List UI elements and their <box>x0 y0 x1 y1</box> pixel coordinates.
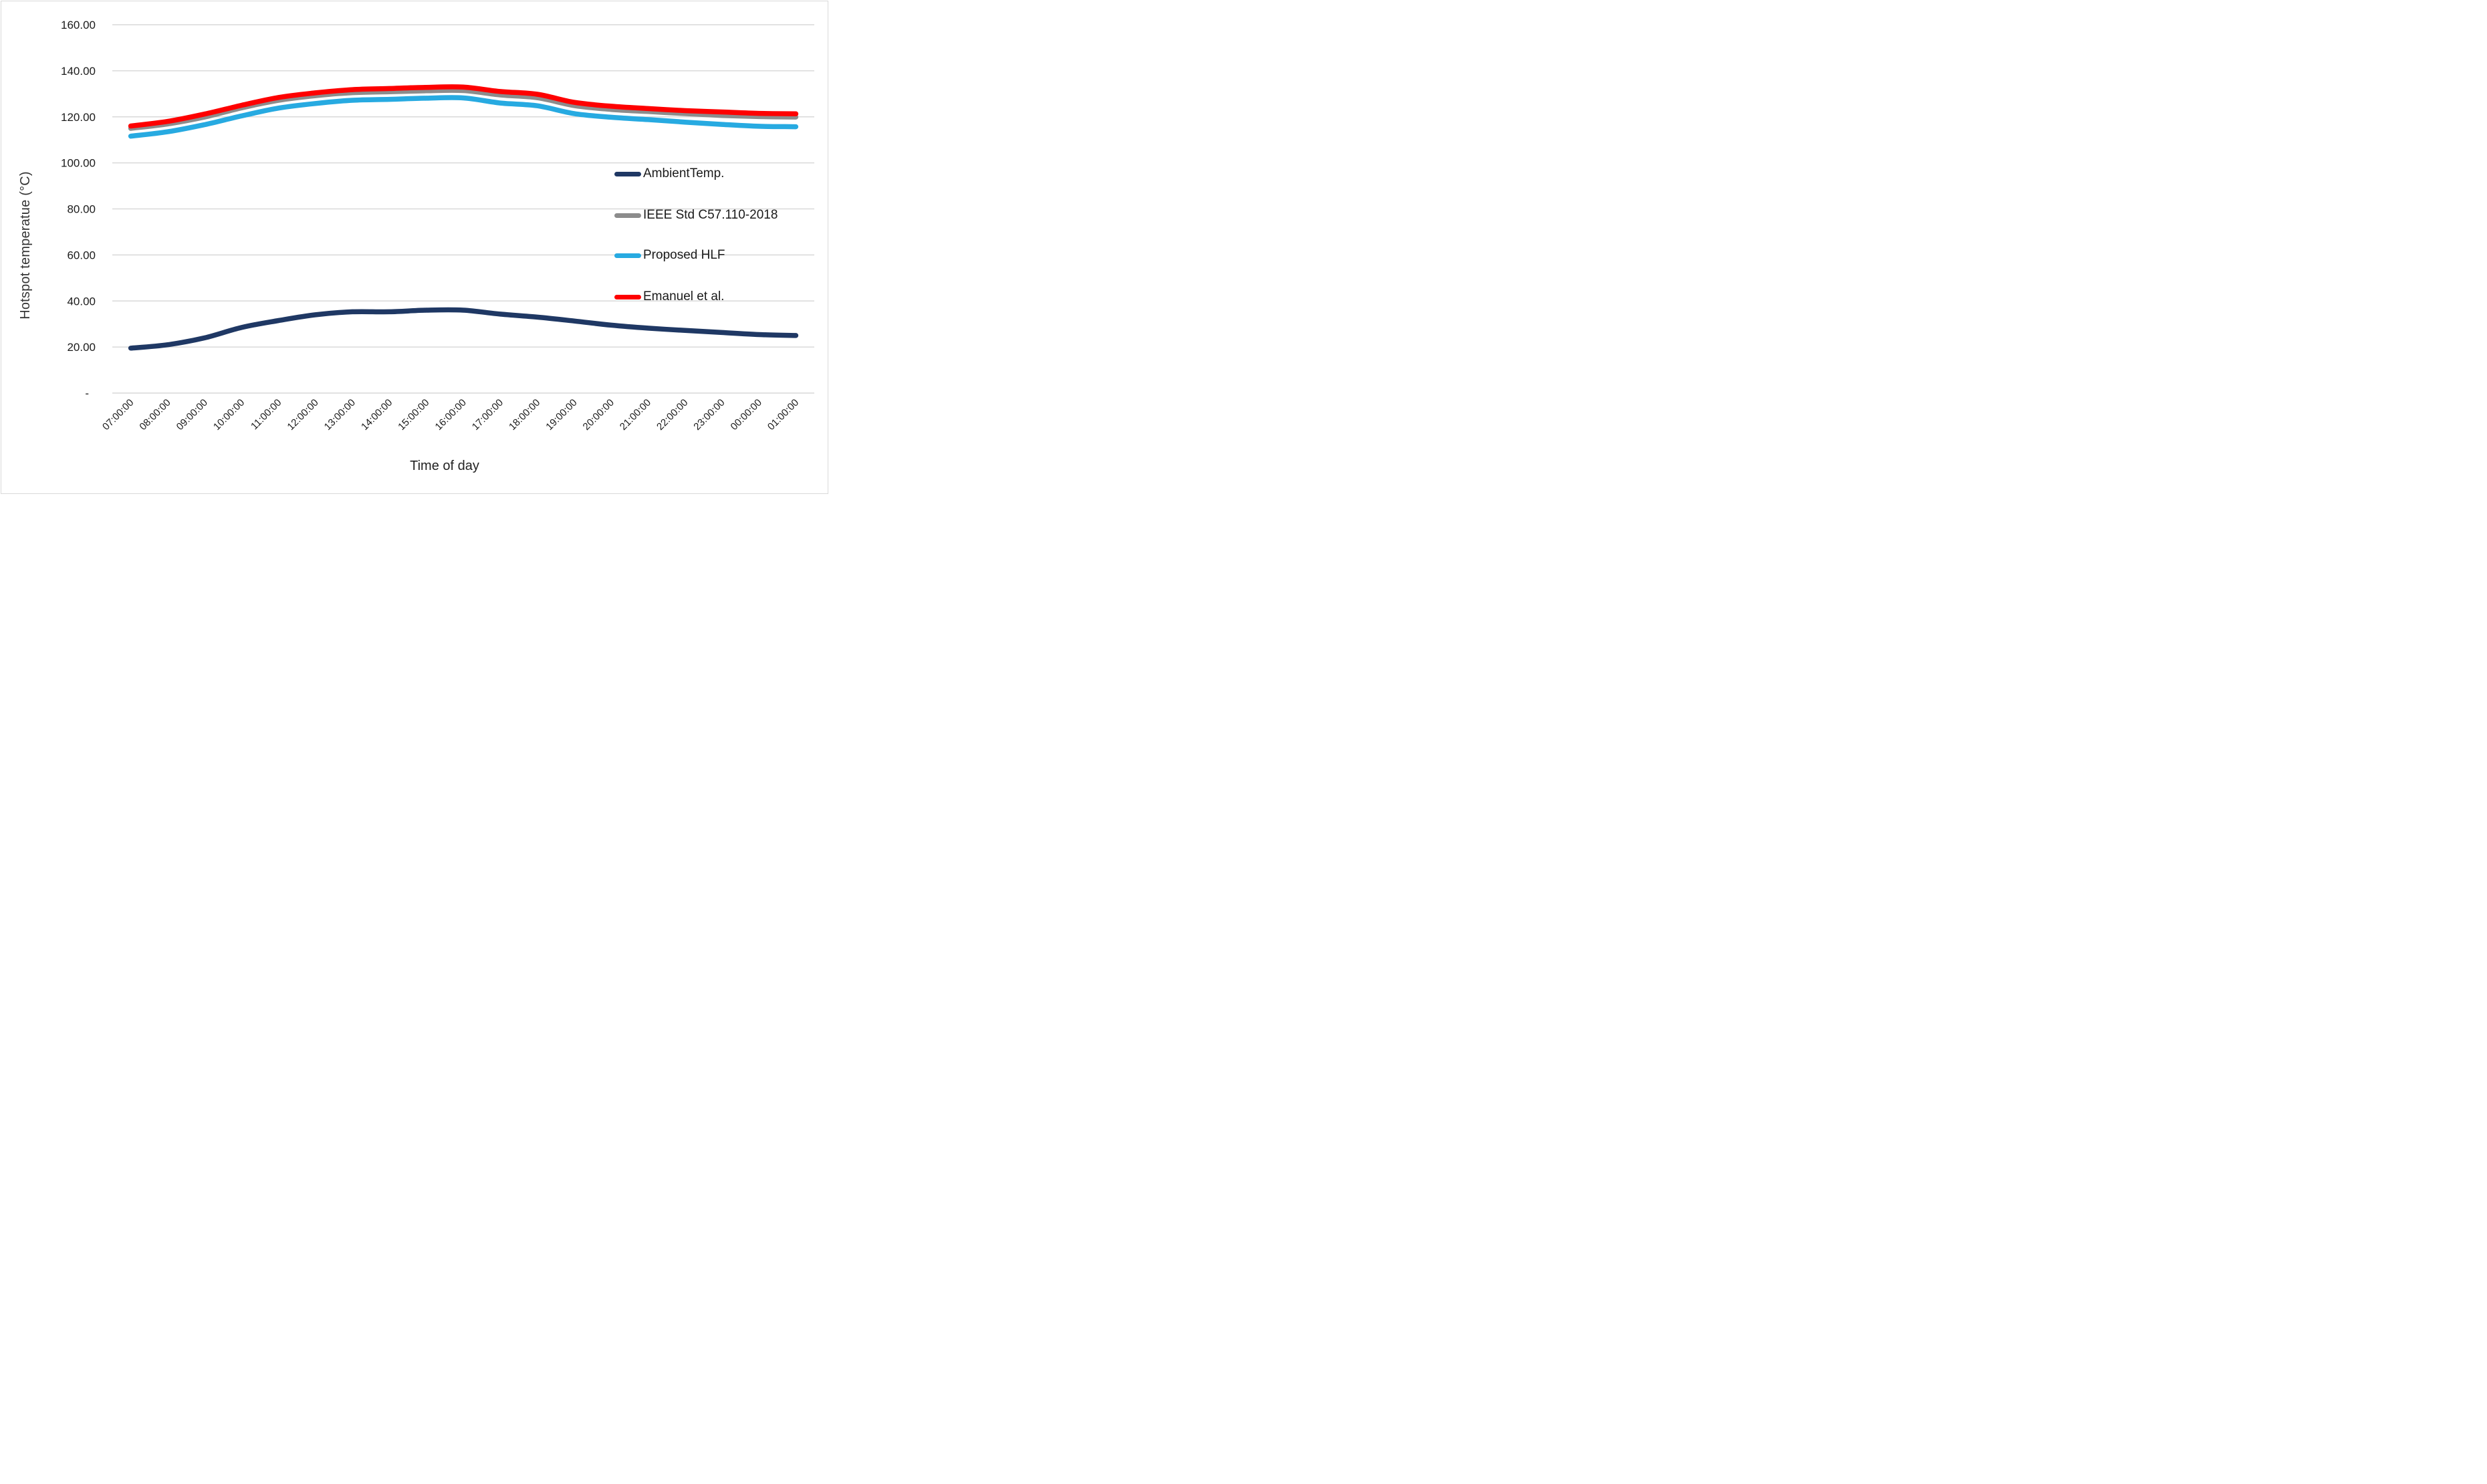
series-line-emanuel-et-al- <box>128 84 799 129</box>
x-tick-label: 19:00:00 <box>544 397 579 432</box>
x-tick-label: 13:00:00 <box>322 397 358 432</box>
series-line-ambienttemp- <box>128 307 799 351</box>
legend-item: IEEE Std C57.110-2018 <box>614 207 778 224</box>
y-tick-label: 60.00 <box>67 249 96 261</box>
legend-label: AmbientTemp. <box>643 166 725 180</box>
x-tick-label: 09:00:00 <box>174 397 210 432</box>
x-tick-label: 17:00:00 <box>470 397 505 432</box>
chart-canvas: 160.00 140.00 120.00 100.00 80.00 60.00 40.00 2… <box>61 19 814 432</box>
y-tick-label: 80.00 <box>67 203 96 216</box>
legend-label: Proposed HLF <box>643 248 725 262</box>
x-tick-label: 15:00:00 <box>396 397 431 432</box>
y-tick-label: - <box>85 387 89 400</box>
legend-label: Emanuel et al. <box>643 289 725 303</box>
x-tick-label: 14:00:00 <box>359 397 394 432</box>
x-tick-label: 07:00:00 <box>100 397 136 432</box>
legend-item: Emanuel et al. <box>614 288 724 305</box>
x-axis-title: Time of day <box>410 459 479 473</box>
x-tick-label: 22:00:00 <box>655 397 690 432</box>
legend-label: IEEE Std C57.110-2018 <box>643 208 778 222</box>
y-tick-label: 120.00 <box>61 111 96 124</box>
legend-line-swatch <box>614 213 641 218</box>
x-tick-label: 12:00:00 <box>285 397 320 432</box>
y-tick-label: 140.00 <box>61 65 96 78</box>
legend-item: Proposed HLF <box>614 247 725 264</box>
x-tick-label: 18:00:00 <box>507 397 542 432</box>
line-chart: 160.00 140.00 120.00 100.00 80.00 60.00 40.00 2… <box>1 1 828 494</box>
x-tick-label: 21:00:00 <box>618 397 653 432</box>
x-tick-label: 11:00:00 <box>249 397 284 432</box>
legend-item: AmbientTemp. <box>614 165 724 182</box>
x-tick-label: 20:00:00 <box>581 397 616 432</box>
y-tick-label: 40.00 <box>67 295 96 307</box>
x-tick-label: 10:00:00 <box>211 397 247 432</box>
y-tick-label: 160.00 <box>61 19 96 31</box>
legend-line-swatch <box>614 294 641 299</box>
x-tick-label: 23:00:00 <box>691 397 727 432</box>
y-tick-label: 20.00 <box>67 341 96 354</box>
x-tick-label: 16:00:00 <box>433 397 469 432</box>
x-tick-label: 01:00:00 <box>765 397 801 432</box>
y-axis-title: Hotspot temperatue (°C) <box>17 171 33 320</box>
x-tick-label: 08:00:00 <box>137 397 172 432</box>
legend-line-swatch <box>614 171 641 176</box>
x-tick-label: 00:00:00 <box>729 397 764 432</box>
y-tick-label: 100.00 <box>61 157 96 170</box>
legend-line-swatch <box>614 253 641 258</box>
series-line-proposed-hlf <box>128 95 799 139</box>
